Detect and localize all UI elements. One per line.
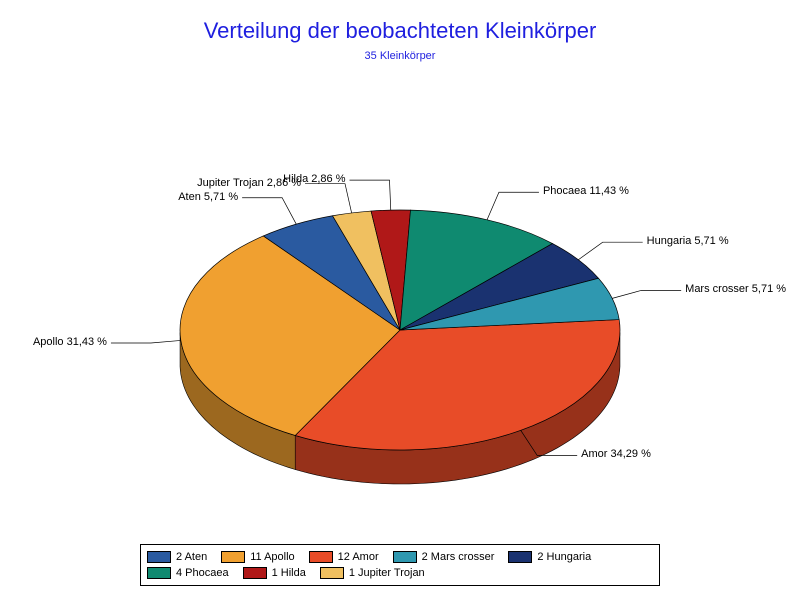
legend-label: 4 Phocaea: [176, 567, 229, 579]
legend-swatch: [320, 567, 344, 579]
slice-label-phocaea: Phocaea 11,43 %: [543, 185, 629, 197]
legend-item: 1 Jupiter Trojan: [320, 567, 425, 579]
legend: 2 Aten 11 Apollo 12 Amor 2 Mars crosser 2 Hu…: [140, 544, 660, 586]
legend-item: 2 Mars crosser: [393, 551, 495, 563]
slice-label-hilda: Hilda 2,86 %: [283, 173, 345, 185]
legend-label: 2 Mars crosser: [422, 551, 495, 563]
legend-swatch: [309, 551, 333, 563]
legend-item: 11 Apollo: [221, 551, 294, 563]
legend-swatch: [243, 567, 267, 579]
legend-label: 1 Hilda: [272, 567, 306, 579]
slice-label-hungaria: Hungaria 5,71 %: [647, 235, 729, 247]
legend-swatch: [147, 551, 171, 563]
slice-label-amor: Amor 34,29 %: [581, 448, 651, 460]
legend-item: 2 Aten: [147, 551, 207, 563]
legend-item: 1 Hilda: [243, 567, 306, 579]
legend-label: 12 Amor: [338, 551, 379, 563]
legend-item: 2 Hungaria: [508, 551, 591, 563]
legend-label: 2 Hungaria: [537, 551, 591, 563]
slice-label-aten: Aten 5,71 %: [178, 191, 238, 203]
legend-swatch: [221, 551, 245, 563]
legend-item: 12 Amor: [309, 551, 379, 563]
legend-label: 11 Apollo: [250, 551, 294, 563]
legend-swatch: [508, 551, 532, 563]
legend-item: 4 Phocaea: [147, 567, 229, 579]
pie-chart: [0, 0, 800, 600]
legend-label: 2 Aten: [176, 551, 207, 563]
slice-label-apollo: Apollo 31,43 %: [33, 336, 107, 348]
legend-label: 1 Jupiter Trojan: [349, 567, 425, 579]
legend-swatch: [393, 551, 417, 563]
legend-swatch: [147, 567, 171, 579]
slice-label-mars-crosser: Mars crosser 5,71 %: [685, 283, 786, 295]
